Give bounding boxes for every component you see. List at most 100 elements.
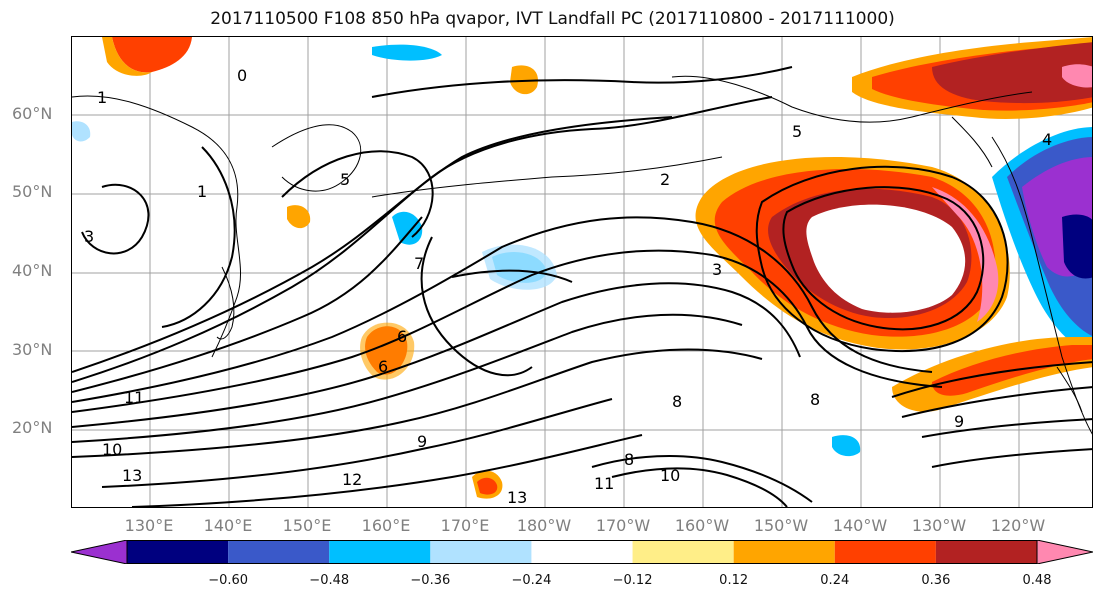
colorbar-cell xyxy=(632,540,734,564)
lon-label: 150°W xyxy=(753,516,809,535)
map-svg: 1 0 1 2 3 5 7 6 8 9 10 11 12 13 8 10 11 … xyxy=(72,37,1092,507)
contour-line xyxy=(921,418,1092,438)
colorbar-tick-label: −0.60 xyxy=(208,573,249,588)
lon-label: 130°E xyxy=(124,516,174,535)
contour-line xyxy=(611,467,788,507)
shade-140e-orange xyxy=(287,205,311,229)
lat-label-50n: 50°N xyxy=(12,182,53,201)
contour-label: 9 xyxy=(954,412,964,431)
contour-label: 3 xyxy=(712,260,722,279)
colorbar-tick-label: −0.36 xyxy=(410,573,451,588)
coastline-alaska xyxy=(671,75,1033,123)
colorbar-cell xyxy=(733,540,835,564)
contour-label: 12 xyxy=(342,470,362,489)
contour-label: 8 xyxy=(810,390,820,409)
contour-label: 13 xyxy=(122,466,142,485)
lat-label-40n: 40°N xyxy=(12,261,53,280)
lat-label-30n: 30°N xyxy=(12,340,53,359)
shade-nw-orange xyxy=(102,37,152,76)
colorbar-cell xyxy=(935,540,1037,564)
shading-layer xyxy=(72,37,1092,499)
contour-line xyxy=(755,165,1009,353)
lon-label: 180°W xyxy=(516,516,572,535)
coastline-asia xyxy=(72,95,241,358)
lon-label: 140°E xyxy=(203,516,253,535)
contour-line xyxy=(891,361,1092,398)
lon-label: 170°W xyxy=(595,516,651,535)
shade-alaska-pink xyxy=(1062,64,1092,88)
lon-label: 130°W xyxy=(911,516,967,535)
coastline-mexico xyxy=(1056,366,1083,413)
map-plot-area: 1 0 1 2 3 5 7 6 8 9 10 11 12 13 8 10 11 … xyxy=(71,36,1093,508)
colorbar xyxy=(71,540,1093,564)
shade-alaska-dark xyxy=(932,42,1092,104)
contour-label: 3 xyxy=(84,227,94,246)
contour-line xyxy=(81,183,150,255)
coastlines xyxy=(72,75,1092,435)
shade-nw-red xyxy=(112,37,192,73)
contour-label: 11 xyxy=(124,388,144,407)
colorbar-cell xyxy=(834,540,936,564)
coastline-aleutians xyxy=(371,156,723,198)
contour-line xyxy=(371,66,793,98)
shade-coast-navy xyxy=(1062,214,1092,279)
shade-west-lightblue xyxy=(72,121,91,142)
contour-label: 10 xyxy=(102,440,122,459)
contour-line xyxy=(101,398,613,488)
contour-line xyxy=(72,116,673,373)
colorbar-cell xyxy=(228,540,330,564)
colorbar-tick-label: 0.36 xyxy=(921,573,951,588)
contour-label: 6 xyxy=(378,357,388,376)
colorbar-tick-label: −0.48 xyxy=(309,573,350,588)
contour-line xyxy=(72,96,773,383)
lon-label: 170°E xyxy=(440,516,490,535)
colorbar-tick-label: 0.12 xyxy=(719,573,749,588)
coastline-bc xyxy=(951,116,993,168)
lon-label: 160°E xyxy=(361,516,411,535)
shade-south-red xyxy=(477,477,498,495)
colorbar-extend-low xyxy=(71,540,128,564)
contour-label: 2 xyxy=(660,170,670,189)
colorbar-cell xyxy=(430,540,532,564)
coastline-japan xyxy=(216,266,235,340)
contour-labels: 1 0 1 2 3 5 7 6 8 9 10 11 12 13 8 10 11 … xyxy=(84,66,1052,507)
contour-line xyxy=(72,216,423,393)
contour-line xyxy=(591,454,813,503)
contour-label: 7 xyxy=(414,254,424,273)
lon-label: 140°W xyxy=(832,516,888,535)
contour-line xyxy=(72,282,801,428)
lat-label-60n: 60°N xyxy=(12,104,53,123)
contour-label: 8 xyxy=(624,450,634,469)
colorbar-tick-label: 0.24 xyxy=(820,573,850,588)
contour-line xyxy=(72,313,743,443)
colorbar-extend-high xyxy=(1036,540,1093,564)
contour-line xyxy=(420,236,533,377)
contour-label: 1 xyxy=(97,88,107,107)
contour-label: 11 xyxy=(594,474,614,493)
contour-label: 5 xyxy=(792,122,802,141)
contour-line xyxy=(281,150,434,238)
colorbar-cell xyxy=(127,540,229,564)
contour-line xyxy=(931,448,1092,468)
contour-label: 0 xyxy=(237,66,247,85)
lon-label: 150°E xyxy=(282,516,332,535)
contour-line xyxy=(131,434,643,507)
contour-label: 4 xyxy=(1042,130,1052,149)
shade-ne-pacific-center xyxy=(806,204,966,313)
shade-top-center-blue xyxy=(372,44,442,61)
lat-label-20n: 20°N xyxy=(12,418,53,437)
lon-label: 160°W xyxy=(674,516,730,535)
contour-line xyxy=(72,348,763,458)
coastline-kamchatka xyxy=(271,124,362,192)
colorbar-tick-label: 0.48 xyxy=(1022,573,1052,588)
shade-pink xyxy=(932,187,999,322)
contour-line xyxy=(161,146,236,328)
contour-label: 1 xyxy=(197,182,207,201)
colorbar-frame xyxy=(126,540,1038,564)
colorbar-cell xyxy=(329,540,431,564)
map-title: 2017110500 F108 850 hPa qvapor, IVT Land… xyxy=(210,9,895,29)
contour-line xyxy=(782,186,985,331)
shade-se-blue xyxy=(832,435,861,457)
contour-line xyxy=(72,249,943,413)
shade-blue-150e xyxy=(392,211,423,245)
